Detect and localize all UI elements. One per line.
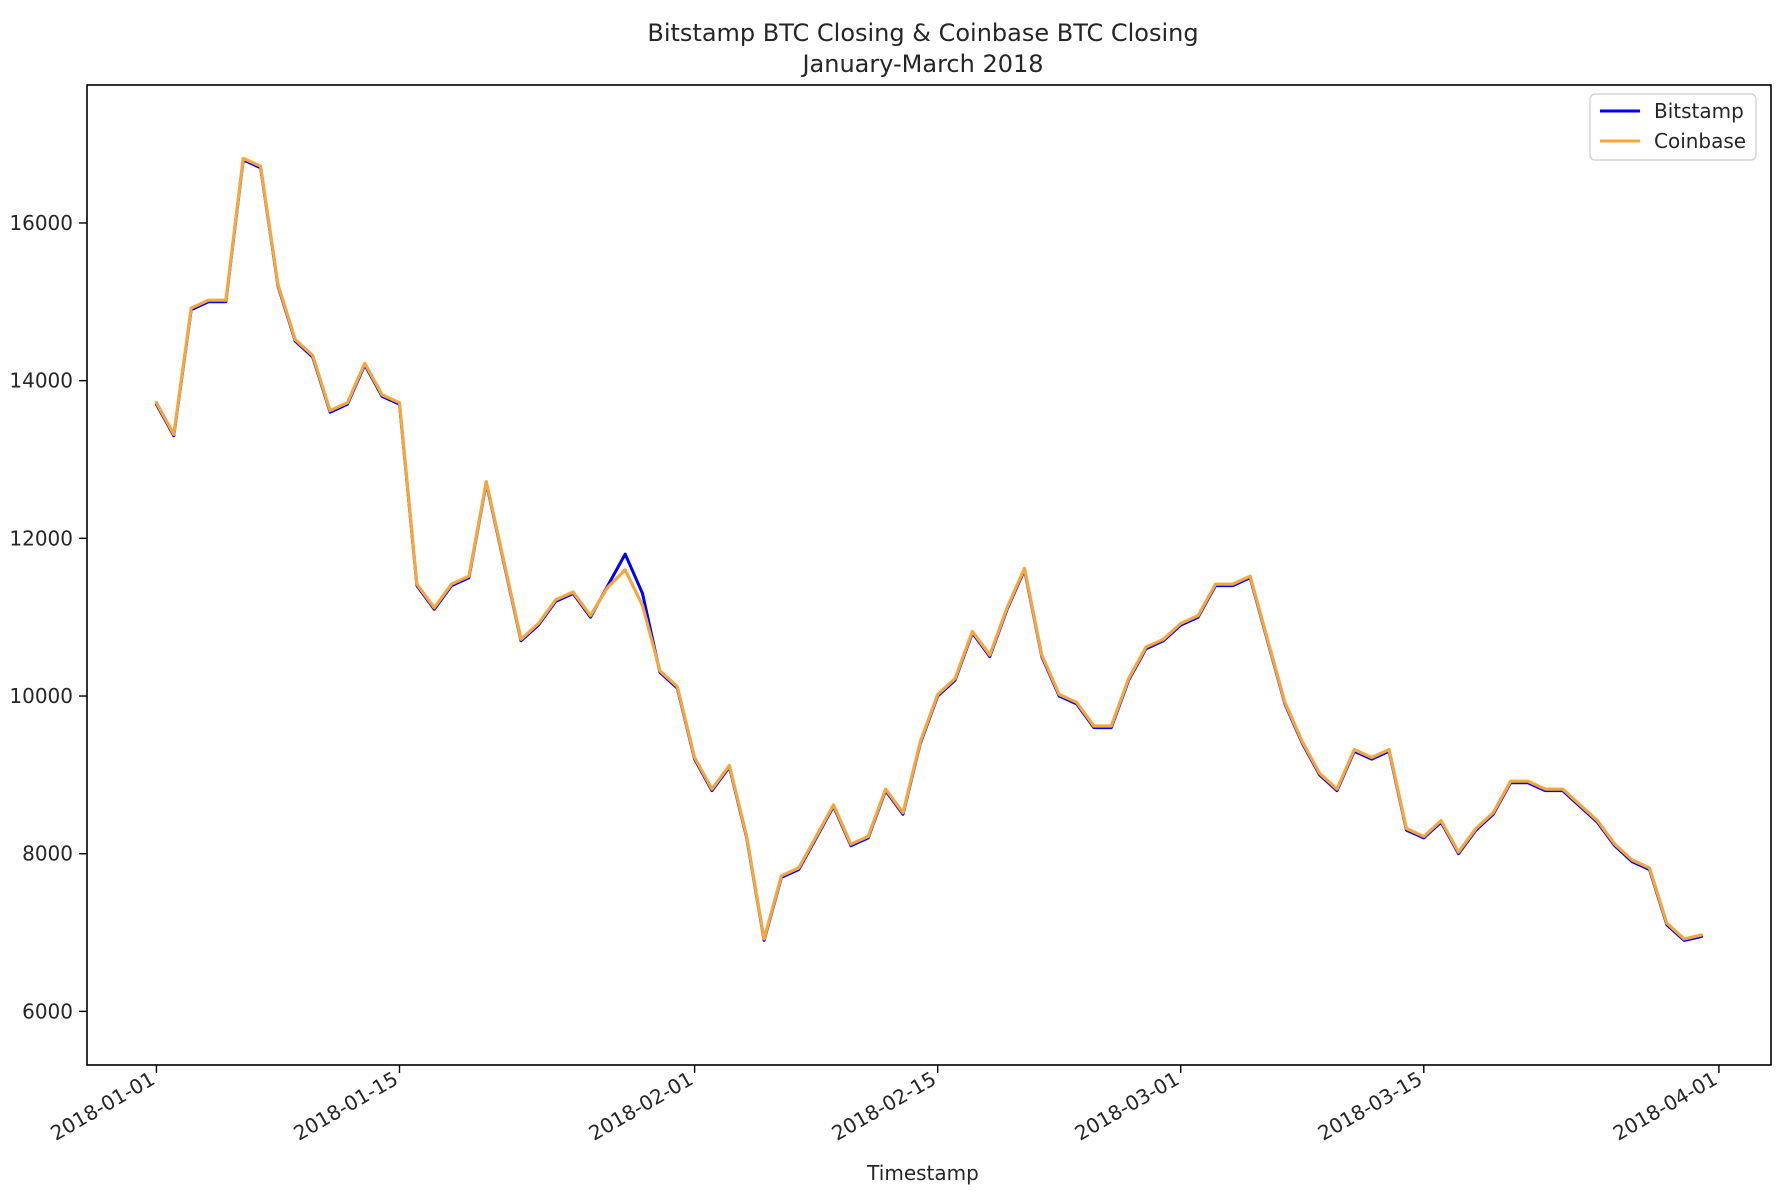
y-tick-label: 16000 <box>9 211 73 235</box>
legend-label-bitstamp: Bitstamp <box>1654 99 1744 123</box>
legend-label-coinbase: Coinbase <box>1654 129 1746 153</box>
y-axis: 6000 8000 10000 12000 14000 16000 <box>9 211 87 1023</box>
series-line-coinbase <box>154 156 1704 941</box>
y-tick-label: 10000 <box>9 684 73 708</box>
y-tick-label: 12000 <box>9 526 73 550</box>
y-tick-label: 8000 <box>22 842 73 866</box>
y-tick-label: 6000 <box>22 999 73 1023</box>
chart-subtitle: January-March 2018 <box>800 50 1043 78</box>
series-layer <box>154 156 1704 942</box>
legend: Bitstamp Coinbase <box>1589 93 1757 161</box>
y-tick-label: 14000 <box>9 369 73 393</box>
chart-title: Bitstamp BTC Closing & Coinbase BTC Clos… <box>647 19 1198 47</box>
x-axis-label: Timestamp <box>866 1161 979 1185</box>
plot-frame <box>86 84 1772 1066</box>
